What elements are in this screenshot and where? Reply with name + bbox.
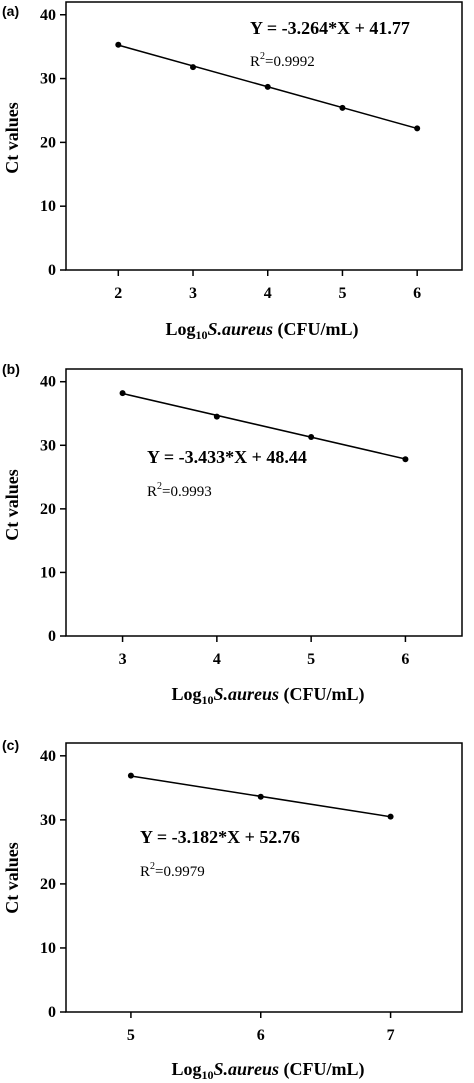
x-axis-label: Log10S.aureus (CFU/mL) [171,684,364,707]
data-point [308,434,315,441]
data-point [402,456,409,463]
x-tick-label: 4 [213,651,221,668]
x-tick-label: 7 [387,1027,395,1044]
fit-equation: Y = -3.264*X + 41.77 [250,18,410,38]
data-point [190,64,197,71]
y-tick-label: 0 [48,1004,56,1021]
data-point [339,104,346,111]
plot-frame [65,742,463,1013]
data-point [264,83,271,90]
r-squared: R2=0.9992 [250,51,315,70]
x-tick-label: 3 [119,651,127,668]
plot-frame [65,1,463,271]
x-tick-label: 6 [413,285,421,302]
data-point [387,813,394,820]
x-tick-label: 6 [257,1027,265,1044]
y-tick-label: 20 [40,876,56,893]
y-tick-label: 40 [40,7,56,24]
y-axis-label: Ct values [2,102,22,174]
panel-label: (b) [2,361,20,377]
y-tick-label: 20 [40,501,56,518]
data-point [119,390,126,397]
x-axis-label: Log10S.aureus (CFU/mL) [165,319,358,342]
y-tick-label: 20 [40,134,56,151]
y-tick-label: 0 [48,262,56,279]
y-axis-label: Ct values [2,842,22,914]
chart-panel-2: (b) 0 10 20 30 40 3 4 5 6 Y = -3.433*X + 48.44 R2=0… [2,361,463,707]
x-tick-label: 5 [307,651,315,668]
fit-equation: Y = -3.182*X + 52.76 [140,827,300,847]
chart-panel-1: (a) 0 10 20 30 40 2 3 4 5 6 Y = -3.264*X + 41.77 R2=… [2,1,463,342]
y-tick-label: 10 [40,564,56,581]
data-point [127,772,134,779]
x-tick-label: 4 [264,285,272,302]
x-axis-label: Log10S.aureus (CFU/mL) [171,1059,364,1082]
data-point [414,125,421,132]
x-tick-label: 3 [189,285,197,302]
data-point [213,413,220,420]
y-tick-label: 30 [40,437,56,454]
y-tick-label: 40 [40,374,56,391]
y-tick-label: 10 [40,198,56,215]
fit-equation: Y = -3.433*X + 48.44 [147,447,307,467]
x-tick-label: 5 [127,1027,135,1044]
x-tick-label: 5 [338,285,346,302]
x-tick-label: 2 [114,285,122,302]
y-axis-label: Ct values [2,469,22,541]
r-squared: R2=0.9993 [147,481,212,500]
x-tick-label: 6 [401,651,409,668]
y-tick-label: 0 [48,628,56,645]
panel-label: (a) [2,3,19,19]
y-tick-label: 10 [40,940,56,957]
regression-line [122,392,406,460]
r-squared: R2=0.9979 [140,861,205,880]
y-tick-label: 30 [40,71,56,88]
y-tick-label: 40 [40,748,56,765]
chart-panel-3: (c) 0 10 20 30 40 5 6 7 Y = -3.182*X + 52.76 R2=0.… [2,737,463,1082]
data-point [257,793,264,800]
y-tick-label: 30 [40,812,56,829]
panel-label: (c) [2,737,19,753]
plot-frame [65,368,463,637]
data-point [115,41,122,48]
